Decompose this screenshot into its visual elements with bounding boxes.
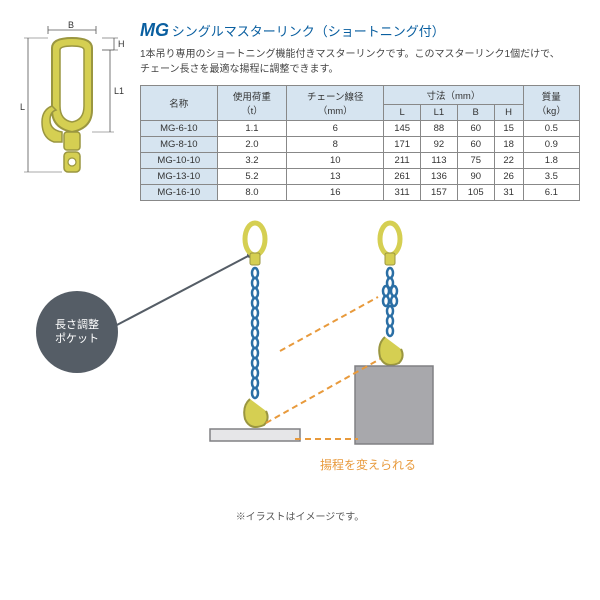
dim-l: L [20, 102, 25, 112]
dim-b: B [68, 20, 74, 30]
th-dims: 寸法（mm） [384, 86, 523, 105]
dim-h: H [118, 39, 125, 49]
th-name: 名称 [141, 86, 218, 121]
title-code: MG [140, 20, 169, 40]
title-rest: シングルマスターリンク（ショートニング付） [172, 24, 445, 39]
illustration-note: ※イラストはイメージです。 [20, 508, 580, 523]
table-row: MG-16-108.016311157105316.1 [141, 185, 580, 201]
spec-table: 名称 使用荷重（t） チェーン線径（mm） 寸法（mm） 質量（kg） L L1… [140, 85, 580, 201]
th-chain: チェーン線径（mm） [287, 86, 384, 121]
th-load: 使用荷重（t） [217, 86, 287, 121]
table-row: MG-6-101.161458860150.5 [141, 121, 580, 137]
table-row: MG-10-103.21021111375221.8 [141, 153, 580, 169]
description: 1本吊り専用のショートニング機能付きマスターリンクです。このマスターリンク1個だ… [140, 47, 580, 77]
dim-l1: L1 [114, 86, 124, 96]
illustration-area: 長さ調整ポケット [20, 211, 580, 531]
th-mass: 質量（kg） [523, 86, 579, 121]
title: MG シングルマスターリンク（ショートニング付） [140, 20, 580, 41]
change-label: 揚程を変えられる [320, 456, 416, 473]
table-row: MG-13-105.21326113690263.5 [141, 169, 580, 185]
table-row: MG-8-102.081719260180.9 [141, 137, 580, 153]
dimension-diagram: B H L1 L [20, 20, 130, 201]
